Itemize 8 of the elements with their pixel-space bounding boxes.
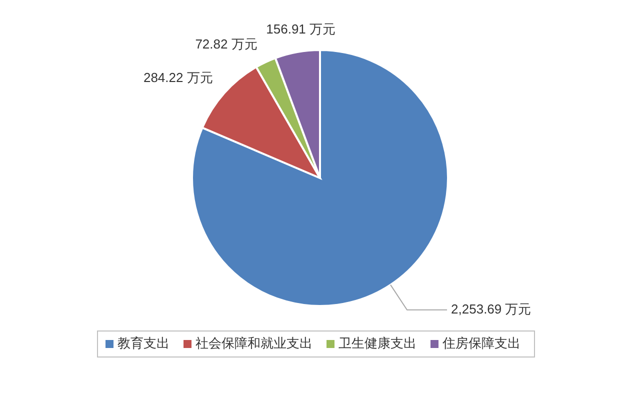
legend-label: 社会保障和就业支出 — [196, 335, 312, 350]
data-label: 72.82 万元 — [195, 36, 258, 52]
data-label: 156.91 万元 — [266, 22, 336, 37]
legend-label: 卫生健康支出 — [338, 335, 416, 350]
data-label: 284.22 万元 — [143, 70, 213, 85]
legend-label: 住房保障支出 — [442, 335, 520, 350]
legend-label: 教育支出 — [118, 335, 170, 350]
data-label: 2,253.69 万元 — [451, 301, 532, 316]
